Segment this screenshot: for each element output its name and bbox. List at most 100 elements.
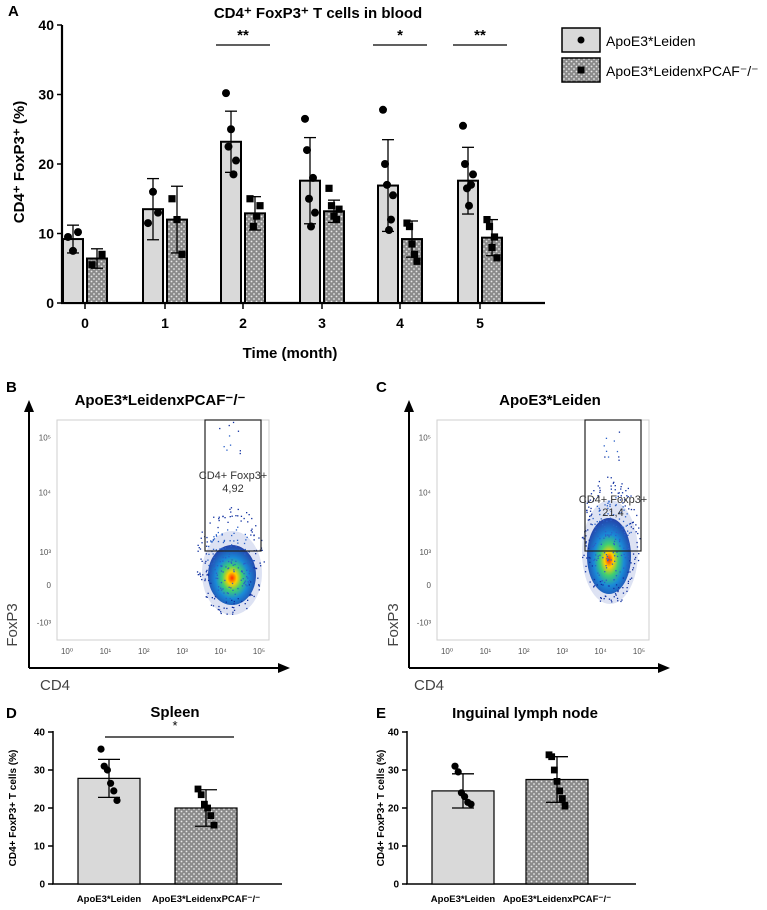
- flow-event: [603, 598, 605, 600]
- flow-event: [599, 554, 601, 556]
- flow-event: [615, 504, 617, 506]
- flow-event: [206, 536, 208, 539]
- flow-event: [621, 483, 623, 485]
- flow-y-tick-label: 10³: [39, 548, 51, 557]
- pcaf-data-point: [483, 216, 491, 224]
- arrow-up-icon: [24, 400, 34, 412]
- flow-event: [220, 581, 223, 584]
- flow-event: [614, 489, 616, 491]
- pcaf-data-point: [556, 787, 564, 795]
- flow-event: [591, 565, 593, 567]
- chart-title-lymph: Inguinal lymph node: [452, 705, 598, 722]
- flow-event: [227, 521, 229, 523]
- flow-event: [619, 571, 621, 573]
- flow-event: [605, 595, 607, 598]
- flow-event: [249, 594, 251, 597]
- flow-event: [213, 516, 215, 518]
- x-tick-label: 0: [81, 315, 89, 331]
- flow-event: [600, 580, 603, 582]
- flow-event: [594, 530, 596, 532]
- flow-event: [629, 578, 631, 580]
- y-tick-label: 40: [38, 17, 54, 33]
- flow-y-ticks-c: 10⁵ 10⁴ 10³ 0 -10³: [417, 434, 432, 628]
- flow-event: [228, 435, 231, 437]
- flow-event: [245, 584, 247, 586]
- panel-letter-c: C: [376, 379, 387, 396]
- flow-x-tick-label: 10⁰: [61, 647, 73, 656]
- flow-event: [592, 546, 594, 548]
- flow-event: [627, 487, 629, 490]
- pcaf-data-point: [325, 184, 333, 192]
- flow-x-tick-label: 10³: [556, 647, 568, 656]
- flow-event: [225, 566, 227, 568]
- flow-event: [603, 520, 605, 522]
- flow-event: [205, 560, 207, 563]
- leiden-data-point: [381, 160, 389, 168]
- flow-event: [620, 488, 622, 490]
- flow-event: [597, 557, 599, 559]
- flow-event: [620, 511, 622, 514]
- flow-event: [232, 564, 234, 566]
- flow-event: [605, 535, 607, 537]
- flow-event: [227, 529, 229, 531]
- flow-event: [249, 580, 251, 582]
- flow-event: [213, 560, 215, 562]
- flow-event: [589, 561, 591, 563]
- flow-event: [586, 511, 588, 514]
- flow-event: [213, 536, 215, 538]
- flow-event: [597, 485, 599, 487]
- flow-event: [246, 569, 248, 571]
- flow-event: [212, 605, 215, 607]
- flow-event: [243, 573, 245, 575]
- flow-event: [603, 537, 605, 539]
- flow-event: [614, 560, 616, 562]
- y-axis-label-spleen: CD4+ FoxP3+ T cells (%): [8, 750, 19, 867]
- flow-event: [238, 604, 240, 607]
- flow-event: [638, 527, 640, 529]
- leiden-data-point: [379, 105, 387, 114]
- leiden-data-point: [144, 219, 152, 228]
- flow-event: [611, 563, 614, 565]
- flow-event: [227, 568, 229, 570]
- flow-event: [228, 424, 230, 427]
- flow-event: [219, 548, 221, 550]
- flow-event: [215, 535, 218, 537]
- flow-event: [594, 523, 596, 525]
- pcaf-data-point: [173, 216, 181, 224]
- y-tick-label: 20: [34, 804, 46, 815]
- flow-event: [628, 542, 630, 545]
- y-tick-label: 0: [46, 295, 54, 311]
- flow-event: [601, 580, 604, 582]
- flow-event: [255, 553, 257, 555]
- flow-event: [626, 513, 628, 515]
- flow-event: [599, 487, 601, 489]
- flow-event: [197, 550, 199, 552]
- pcaf-data-point: [405, 222, 414, 231]
- flow-event: [610, 534, 612, 536]
- flow-event: [259, 549, 261, 551]
- pcaf-data-point: [178, 250, 186, 258]
- pcaf-data-point: [246, 195, 254, 203]
- flow-event: [229, 444, 232, 446]
- flow-event: [636, 546, 639, 548]
- flow-event: [582, 536, 584, 539]
- flow-event: [253, 595, 255, 598]
- flow-event: [220, 565, 222, 567]
- flow-event: [588, 506, 590, 508]
- panel-letter-b: B: [6, 379, 17, 396]
- flow-event: [609, 505, 611, 507]
- flow-event: [220, 589, 223, 591]
- flow-event: [218, 605, 220, 608]
- flow-event: [594, 558, 596, 560]
- flow-event: [599, 600, 602, 602]
- flow-event: [247, 521, 249, 523]
- flow-event: [607, 502, 609, 504]
- flow-event: [237, 508, 239, 511]
- flow-event: [232, 421, 235, 424]
- flow-event: [225, 557, 227, 559]
- flow-event: [208, 553, 210, 555]
- flow-event: [221, 534, 223, 536]
- flow-event: [610, 519, 612, 521]
- flow-event: [585, 541, 587, 543]
- flow-event: [601, 524, 604, 526]
